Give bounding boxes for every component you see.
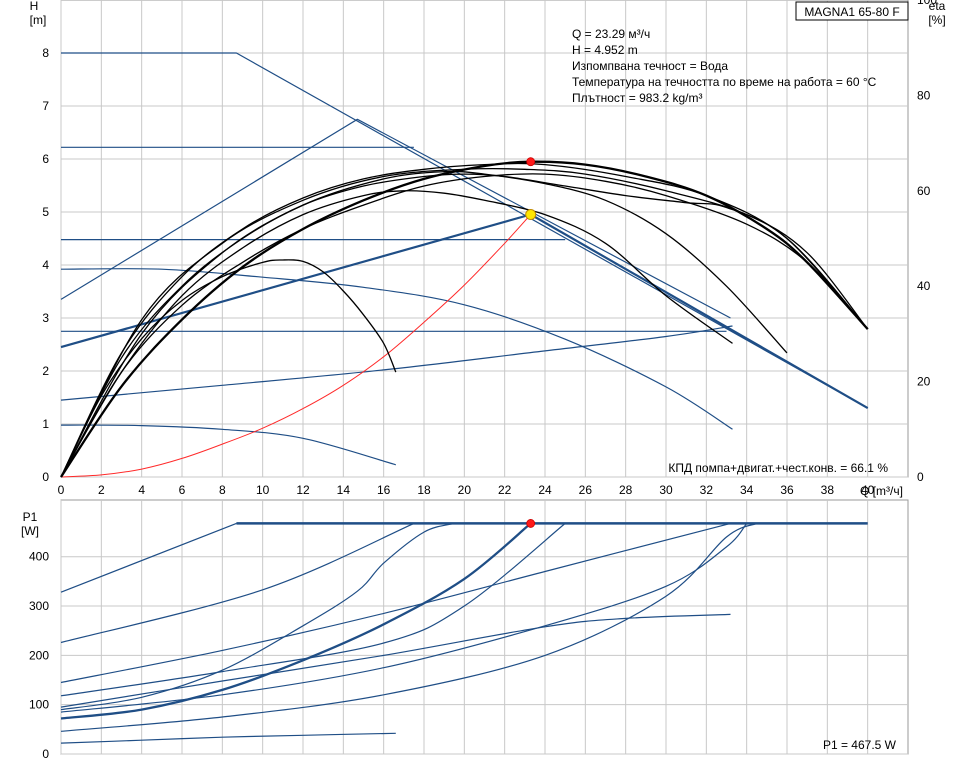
x-tick-label: 10	[256, 483, 270, 497]
x-tick-label: 2	[98, 483, 105, 497]
pump-curve-line	[60, 424, 396, 466]
head-curves	[60, 52, 869, 478]
duty-point-marker	[525, 209, 537, 221]
x-tick-label: 20	[458, 483, 472, 497]
x-tick-label: 32	[700, 483, 714, 497]
y-tick-label: 3	[42, 311, 49, 325]
y2-tick-label: 0	[917, 470, 924, 484]
power-tick-label: 100	[29, 698, 49, 712]
operating-point-info: Q = 23.29 м³/ч H = 4.952 m Изпомпвана те…	[572, 27, 877, 105]
power-tick-label: 400	[29, 550, 49, 564]
y2-tick-label: 100	[917, 0, 937, 7]
y-tick-label: 6	[42, 152, 49, 166]
x-tick-label: 34	[740, 483, 754, 497]
x-tick-label: 28	[619, 483, 633, 497]
power-curve-line	[60, 522, 415, 644]
y-tick-label: 2	[42, 364, 49, 378]
info-liquid: Изпомпвана течност = Вода	[572, 59, 728, 73]
power-curves	[60, 519, 868, 744]
x-tick-label: 6	[179, 483, 186, 497]
x-tick-label: 30	[659, 483, 673, 497]
power-curve-line	[60, 522, 455, 711]
title-frame	[795, 1, 909, 21]
y2-axis-label: eta	[929, 0, 946, 13]
y-tick-label: 4	[42, 258, 49, 272]
power-curve-line	[60, 522, 731, 684]
title-box: MAGNA1 65-80 F	[795, 1, 909, 21]
y-axis-unit: [m]	[30, 13, 47, 27]
pump-curve-line	[60, 268, 733, 430]
efficiency-label: КПД помпа+двигат.+чест.конв. = 66.1 %	[668, 461, 888, 475]
power-curve-line	[60, 522, 237, 593]
power-tick-label: 200	[29, 648, 49, 662]
y2-tick-label: 80	[917, 88, 931, 102]
power-plot-frame	[60, 499, 909, 755]
system-curve-line	[60, 214, 532, 478]
y-tick-label: 8	[42, 46, 49, 60]
chart-title: MAGNA1 65-80 F	[804, 5, 899, 19]
x-tick-label: 0	[58, 483, 65, 497]
pump-curve-line	[61, 52, 868, 409]
x-tick-label: 4	[138, 483, 145, 497]
y-tick-label: 5	[42, 205, 49, 219]
power-curve-line	[60, 522, 758, 732]
efficiency-curve-line	[60, 190, 733, 478]
power-curve-line	[60, 732, 396, 744]
x-tick-label: 18	[417, 483, 431, 497]
efficiency-point-marker	[526, 157, 536, 167]
info-flow: Q = 23.29 м³/ч	[572, 27, 650, 41]
efficiency-curve-line	[60, 173, 869, 478]
y2-tick-label: 40	[917, 279, 931, 293]
x-tick-label: 40	[861, 483, 875, 497]
power-curve-line	[60, 613, 731, 708]
pump-curve-line	[60, 118, 731, 319]
efficiency-curve-line	[60, 259, 397, 478]
head-grid: 0 2 4 6 8 10 12 14 16 18 20 22 24 26 28 30 32 34 36 38 40012…	[42, 0, 937, 497]
x-tick-label: 14	[337, 483, 351, 497]
power-point-marker	[526, 519, 536, 528]
info-temperature: Температура на течността по време на раб…	[572, 75, 877, 89]
y2-tick-label: 60	[917, 184, 931, 198]
axis-labels: H [m] eta [%] Q [m³/ч] P1 [W]	[21, 0, 946, 538]
x-tick-label: 38	[821, 483, 835, 497]
x-tick-label: 24	[538, 483, 552, 497]
power-curve-line	[60, 523, 748, 713]
power-grid: 0 100 200 300 400	[29, 499, 909, 761]
power-axis-label: P1	[23, 510, 38, 524]
x-tick-label: 16	[377, 483, 391, 497]
y-tick-label: 7	[42, 99, 49, 113]
y2-axis-unit: [%]	[928, 13, 945, 27]
x-tick-label: 8	[219, 483, 226, 497]
y2-tick-label: 20	[917, 375, 931, 389]
x-axis-label: Q [m³/ч]	[860, 484, 903, 498]
pump-curve-line	[60, 325, 733, 401]
efficiency-curve-line	[60, 160, 869, 478]
power-tick-label: 0	[42, 747, 49, 761]
x-tick-label: 12	[296, 483, 310, 497]
info-head: H = 4.952 m	[572, 43, 638, 57]
efficiency-curve-line	[60, 170, 788, 478]
power-curve-line	[60, 522, 532, 720]
y-tick-label: 0	[42, 470, 49, 484]
x-tick-label: 22	[498, 483, 512, 497]
y-axis-label: H	[30, 0, 39, 13]
power-curve-line	[60, 522, 566, 697]
info-density: Плътност = 983.2 kg/m³	[572, 91, 702, 105]
x-tick-label: 26	[579, 483, 593, 497]
power-tick-label: 300	[29, 599, 49, 613]
y-tick-label: 1	[42, 417, 49, 431]
x-tick-label: 36	[780, 483, 794, 497]
power-axis-unit: [W]	[21, 524, 39, 538]
power-value-label: P1 = 467.5 W	[823, 738, 897, 752]
